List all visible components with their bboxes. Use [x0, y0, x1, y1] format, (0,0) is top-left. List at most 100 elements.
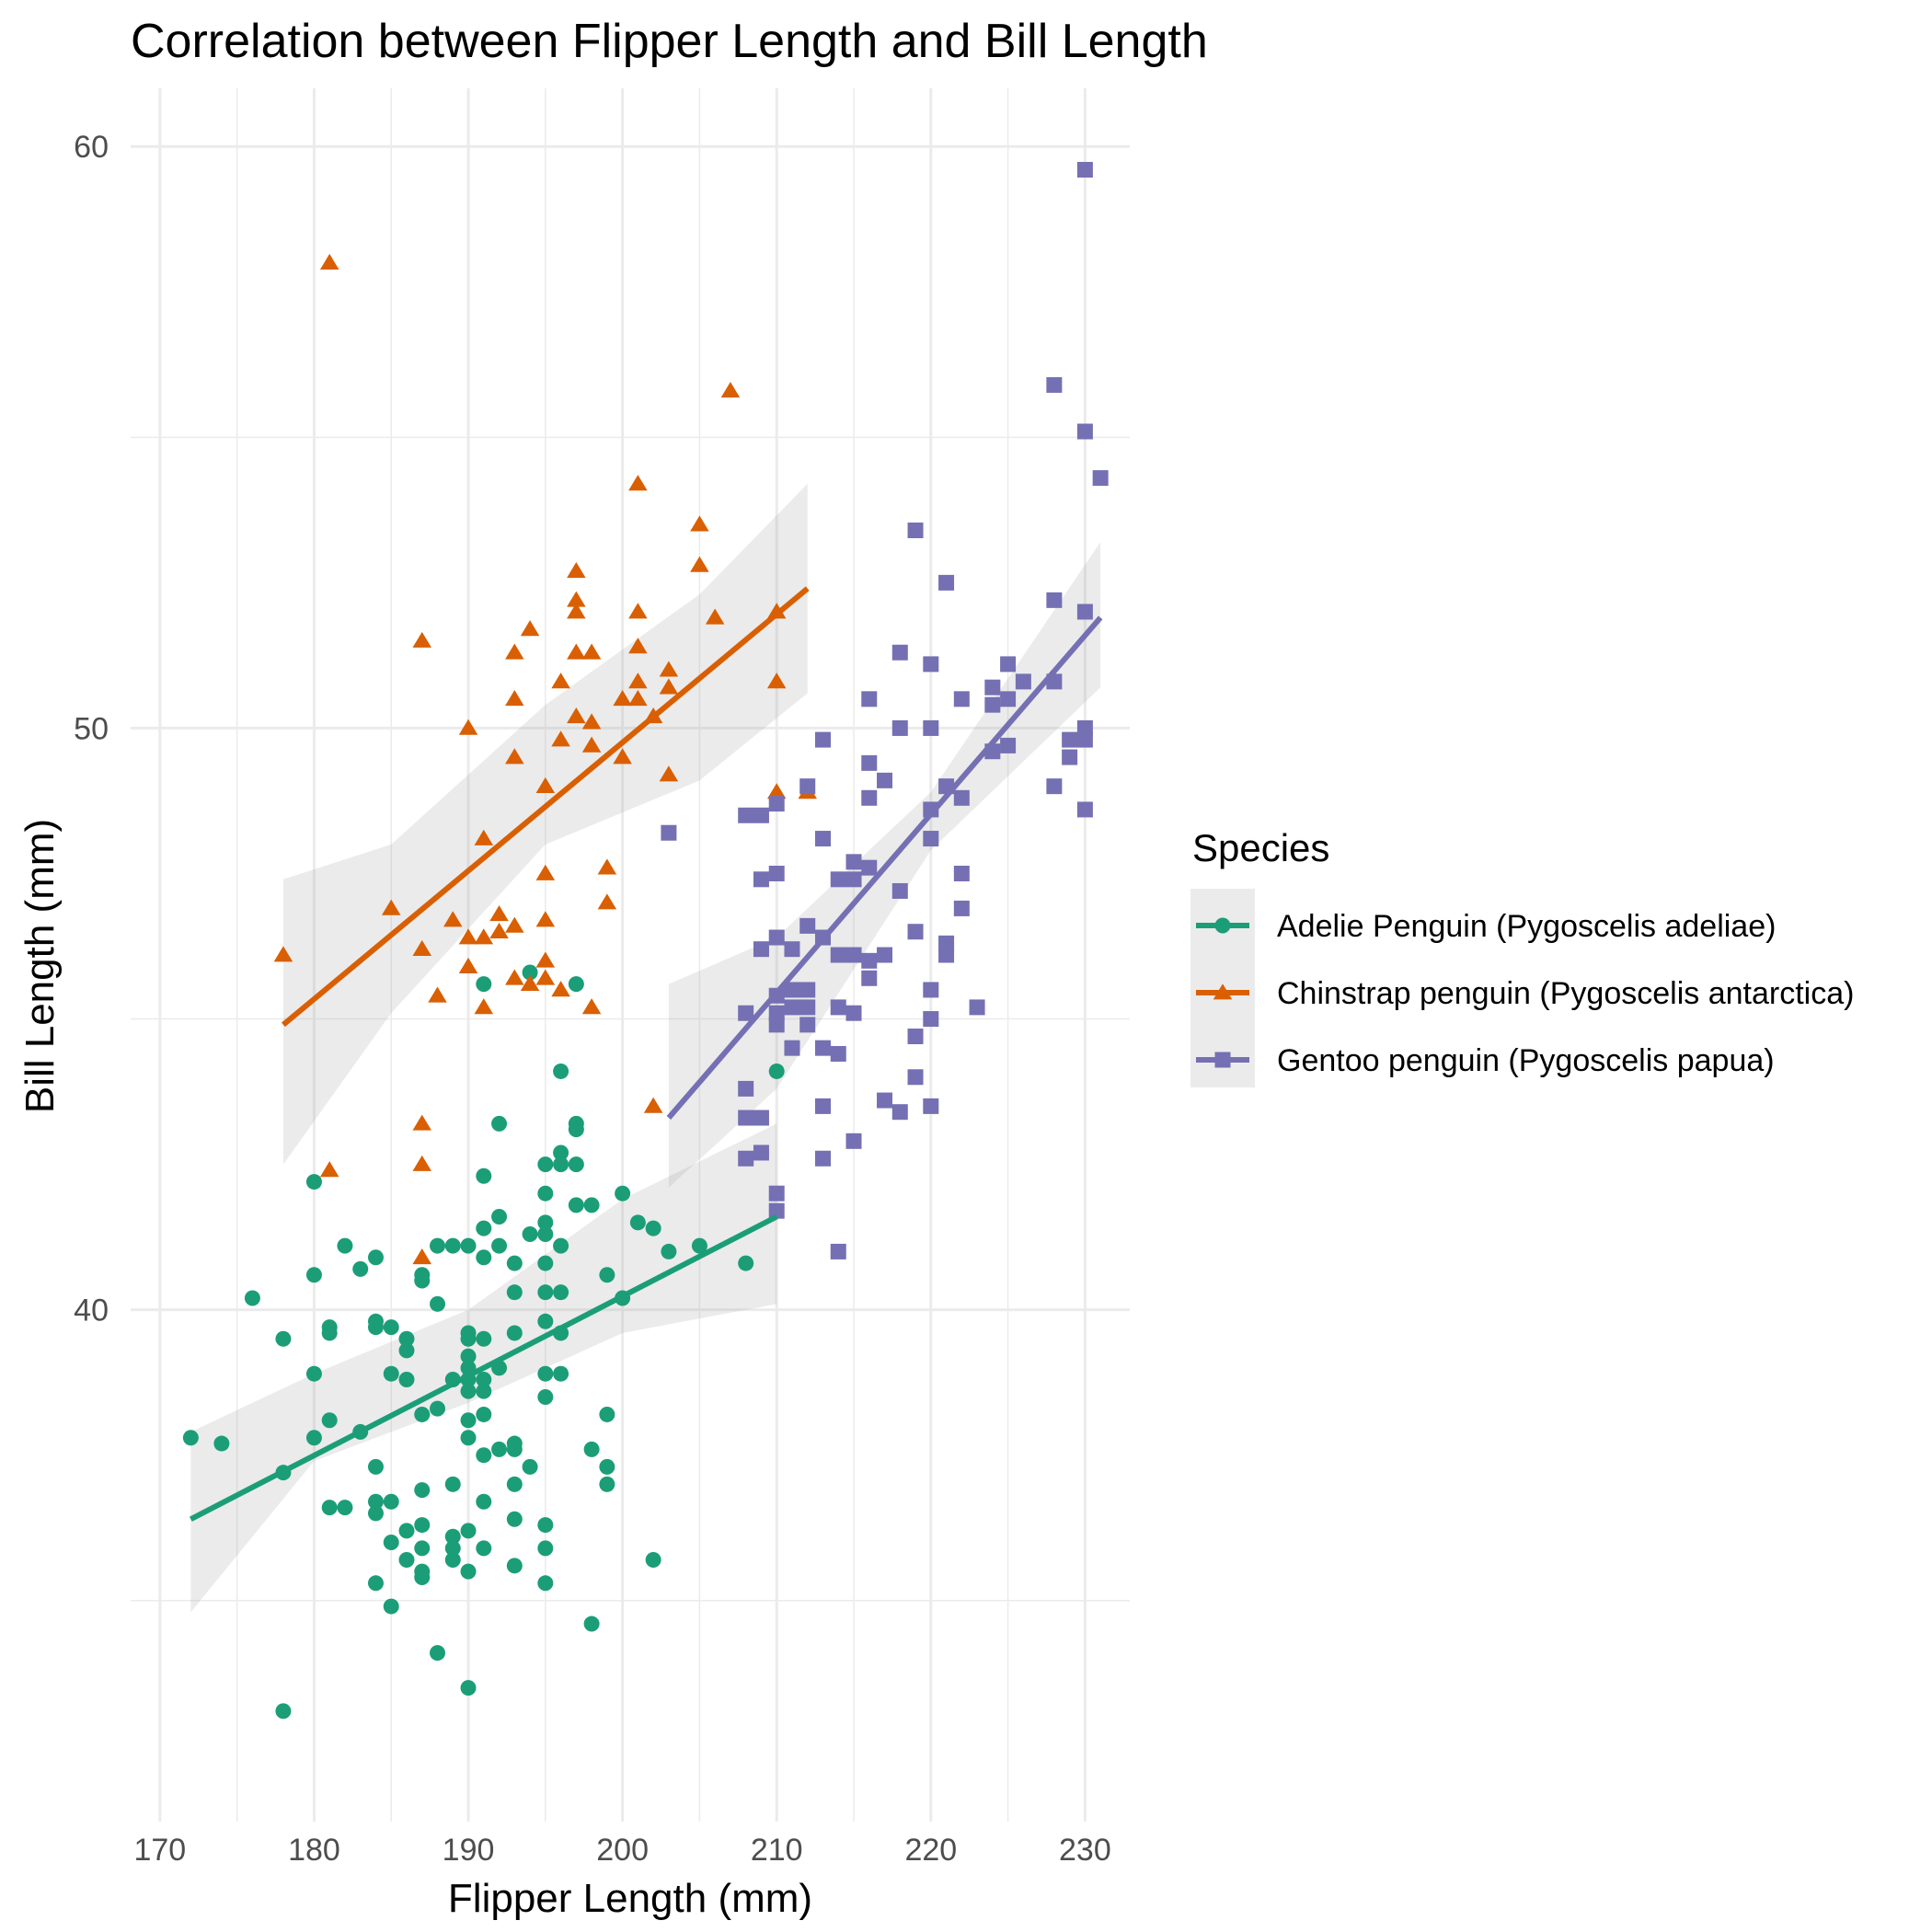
data-point — [628, 603, 648, 619]
legend-key-marker — [1214, 1052, 1231, 1068]
legend-items: Adelie Penguin (Pygoscelis adeliae) Chins… — [1196, 909, 1854, 1078]
data-point — [845, 871, 862, 888]
data-point — [537, 1313, 554, 1329]
data-point — [460, 1330, 477, 1347]
data-point — [430, 1237, 446, 1254]
data-point — [568, 976, 584, 993]
data-point — [1015, 673, 1031, 690]
data-point — [414, 1540, 431, 1557]
data-point — [581, 998, 602, 1015]
data-point — [799, 999, 816, 1016]
data-point — [537, 1517, 554, 1534]
data-point — [537, 1214, 554, 1231]
data-point — [537, 1284, 554, 1301]
data-point — [814, 831, 831, 847]
y-axis-title: Bill Length (mm) — [17, 819, 63, 1113]
data-point — [581, 736, 602, 753]
data-point — [877, 947, 893, 963]
data-point — [458, 957, 478, 973]
data-point — [367, 1575, 384, 1592]
data-point — [768, 1185, 785, 1202]
data-point — [891, 644, 908, 661]
data-point — [861, 952, 878, 969]
data-point — [553, 1156, 569, 1173]
data-point — [891, 719, 908, 736]
data-point — [628, 638, 648, 654]
data-point — [506, 1511, 523, 1527]
x-tick-label: 180 — [288, 1833, 340, 1868]
data-point — [583, 1441, 600, 1457]
data-point — [305, 1267, 322, 1283]
data-point — [460, 1680, 477, 1696]
data-point — [506, 1441, 523, 1457]
data-point — [877, 1092, 893, 1109]
data-point — [383, 1598, 399, 1615]
data-point — [537, 1540, 554, 1557]
data-point — [814, 731, 831, 748]
data-point — [768, 1063, 785, 1079]
data-point — [553, 1284, 569, 1301]
data-point — [613, 748, 632, 765]
data-point — [923, 831, 939, 847]
data-point — [414, 1406, 431, 1422]
data-point — [753, 871, 769, 888]
data-point — [505, 916, 524, 933]
data-point — [491, 1208, 508, 1225]
x-tick-label: 230 — [1059, 1833, 1111, 1868]
data-point — [568, 1121, 584, 1138]
data-point — [845, 1005, 862, 1021]
data-point — [583, 1616, 600, 1632]
data-point — [460, 1412, 477, 1429]
data-point — [953, 691, 970, 707]
data-point — [599, 1406, 615, 1422]
data-point — [984, 679, 1001, 696]
data-point — [383, 1535, 399, 1551]
data-point — [460, 1563, 477, 1580]
data-point — [491, 1115, 508, 1132]
data-point — [367, 1249, 384, 1266]
data-point — [522, 964, 538, 981]
data-point — [319, 253, 339, 270]
data-point — [412, 1248, 432, 1265]
data-point — [645, 1220, 661, 1236]
data-point — [506, 1255, 523, 1271]
data-point — [768, 1017, 785, 1033]
data-point — [830, 1045, 846, 1062]
data-points — [182, 162, 1109, 1719]
data-point — [628, 690, 648, 707]
data-point — [553, 1237, 569, 1254]
data-point — [337, 1237, 353, 1254]
data-point — [659, 661, 679, 677]
y-tick-label: 60 — [74, 130, 109, 165]
data-point — [645, 1552, 661, 1569]
data-point — [535, 911, 556, 927]
data-point — [738, 1255, 754, 1271]
data-point — [784, 982, 800, 998]
data-point — [923, 1098, 939, 1114]
data-point — [474, 928, 494, 945]
data-point — [460, 1383, 477, 1399]
data-point — [460, 1348, 477, 1364]
data-point — [367, 1493, 384, 1510]
data-point — [412, 631, 432, 648]
data-point — [720, 381, 741, 398]
data-point — [938, 947, 955, 963]
data-point — [830, 999, 846, 1016]
data-point — [412, 939, 432, 957]
data-point — [275, 1703, 292, 1719]
data-point — [1092, 470, 1109, 487]
data-point — [367, 1319, 384, 1336]
data-point — [430, 1295, 446, 1312]
data-point — [923, 1011, 939, 1028]
data-point — [537, 1185, 554, 1202]
data-point — [567, 603, 586, 619]
data-point — [567, 561, 586, 579]
data-point — [506, 1558, 523, 1574]
data-point — [460, 1237, 477, 1254]
data-point — [738, 1080, 754, 1097]
legend: Species Adelie Penguin (Pygoscelis adeli… — [1190, 826, 1854, 1087]
data-point — [476, 1249, 492, 1266]
data-point — [443, 911, 463, 927]
data-point — [414, 1569, 431, 1585]
data-point — [319, 1161, 339, 1178]
